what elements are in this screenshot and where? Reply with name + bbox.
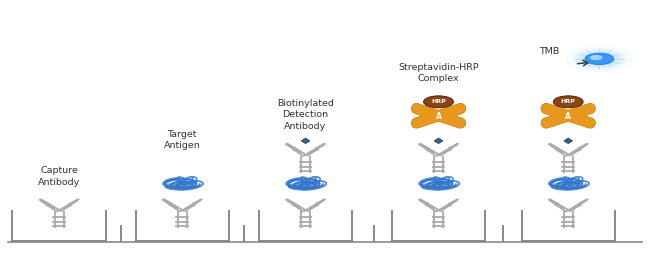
Circle shape (566, 46, 633, 72)
Circle shape (553, 96, 583, 108)
Text: A: A (566, 112, 571, 121)
Text: TMB: TMB (539, 47, 559, 56)
Circle shape (573, 49, 625, 69)
Text: A: A (436, 112, 441, 121)
Polygon shape (434, 138, 443, 144)
Circle shape (578, 51, 620, 67)
Circle shape (424, 96, 454, 108)
Polygon shape (564, 138, 573, 144)
Text: Streptavidin-HRP
Complex: Streptavidin-HRP Complex (398, 63, 479, 83)
Text: Biotinylated
Detection
Antibody: Biotinylated Detection Antibody (277, 99, 334, 131)
Circle shape (590, 55, 603, 60)
Polygon shape (302, 138, 310, 144)
Text: Capture
Antibody: Capture Antibody (38, 166, 80, 187)
Text: Target
Antigen: Target Antigen (164, 130, 201, 151)
Circle shape (585, 53, 614, 64)
Text: HRP: HRP (431, 99, 446, 104)
Text: HRP: HRP (561, 99, 576, 104)
Circle shape (583, 53, 616, 65)
